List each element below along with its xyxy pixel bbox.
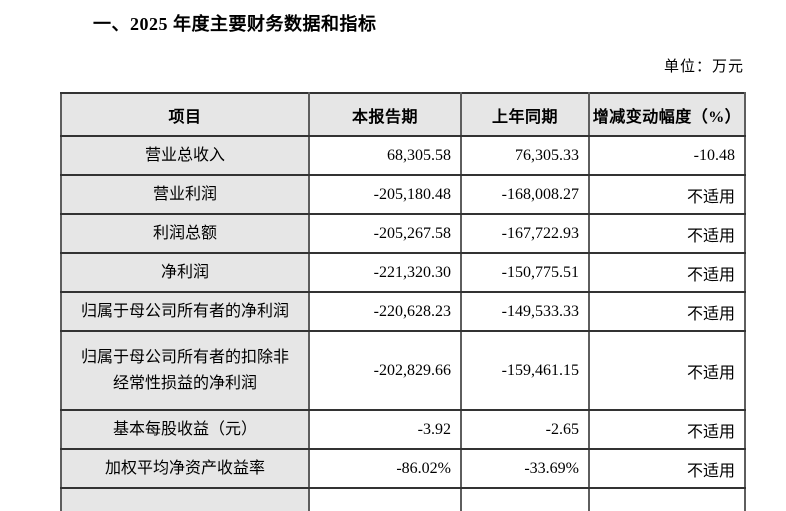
- prior-period-cell: -33.69%: [460, 448, 590, 489]
- item-cell: 归属于母公司所有者的扣除非 经常性损益的净利润: [60, 330, 310, 411]
- current-period-cell: -86.02%: [308, 448, 462, 489]
- prior-period-cell: -167,722.93: [460, 213, 590, 254]
- item-cell: 归属于母公司所有者的净利润: [60, 291, 310, 332]
- column-header-change: 增减变动幅度（%）: [588, 92, 746, 137]
- prior-period-cell: -2.65: [460, 409, 590, 450]
- item-cell: 净利润: [60, 252, 310, 293]
- current-period-cell: -221,320.30: [308, 252, 462, 293]
- prior-period-cell: -159,461.15: [460, 330, 590, 411]
- table-row: 基本每股收益（元） -3.92 -2.65 不适用: [60, 409, 746, 450]
- change-cell: 不适用: [588, 252, 746, 293]
- change-cell: 不适用: [588, 213, 746, 254]
- current-period-cell: -202,829.66: [308, 330, 462, 411]
- table-row: 归属于母公司所有者的扣除非 经常性损益的净利润 -202,829.66 -159…: [60, 330, 746, 411]
- table-row: 营业总收入 68,305.58 76,305.33 -10.48: [60, 135, 746, 176]
- change-cell: 不适用: [588, 409, 746, 450]
- prior-period-cell: -168,008.27: [460, 174, 590, 215]
- change-cell: [588, 487, 746, 511]
- table-row: 利润总额 -205,267.58 -167,722.93 不适用: [60, 213, 746, 254]
- item-cell: 营业总收入: [60, 135, 310, 176]
- current-period-cell: 68,305.58: [308, 135, 462, 176]
- section-title: 一、2025 年度主要财务数据和指标: [93, 14, 377, 34]
- item-cell: 加权平均净资产收益率: [60, 448, 310, 489]
- table-row-partial: [60, 487, 746, 511]
- item-cell: 营业利润: [60, 174, 310, 215]
- item-cell: [60, 487, 310, 511]
- prior-period-cell: -149,533.33: [460, 291, 590, 332]
- column-header-prior: 上年同期: [460, 92, 590, 137]
- current-period-cell: -220,628.23: [308, 291, 462, 332]
- column-header-item: 项目: [60, 92, 310, 137]
- table-row: 净利润 -221,320.30 -150,775.51 不适用: [60, 252, 746, 293]
- header-row: 项目 本报告期 上年同期 增减变动幅度（%）: [60, 92, 746, 137]
- item-cell: 利润总额: [60, 213, 310, 254]
- table-row: 营业利润 -205,180.48 -168,008.27 不适用: [60, 174, 746, 215]
- change-cell: 不适用: [588, 174, 746, 215]
- prior-period-cell: [460, 487, 590, 511]
- change-cell: 不适用: [588, 448, 746, 489]
- unit-label: 单位：万元: [663, 59, 744, 75]
- column-header-current: 本报告期: [308, 92, 462, 137]
- financial-table: 项目 本报告期 上年同期 增减变动幅度（%） 营业总收入 68,305.58 7…: [60, 92, 746, 511]
- prior-period-cell: 76,305.33: [460, 135, 590, 176]
- current-period-cell: -3.92: [308, 409, 462, 450]
- change-cell: -10.48: [588, 135, 746, 176]
- table-row: 加权平均净资产收益率 -86.02% -33.69% 不适用: [60, 448, 746, 489]
- prior-period-cell: -150,775.51: [460, 252, 590, 293]
- current-period-cell: [308, 487, 462, 511]
- table-row: 归属于母公司所有者的净利润 -220,628.23 -149,533.33 不适…: [60, 291, 746, 332]
- change-cell: 不适用: [588, 291, 746, 332]
- current-period-cell: -205,180.48: [308, 174, 462, 215]
- change-cell: 不适用: [588, 330, 746, 411]
- item-cell: 基本每股收益（元）: [60, 409, 310, 450]
- current-period-cell: -205,267.58: [308, 213, 462, 254]
